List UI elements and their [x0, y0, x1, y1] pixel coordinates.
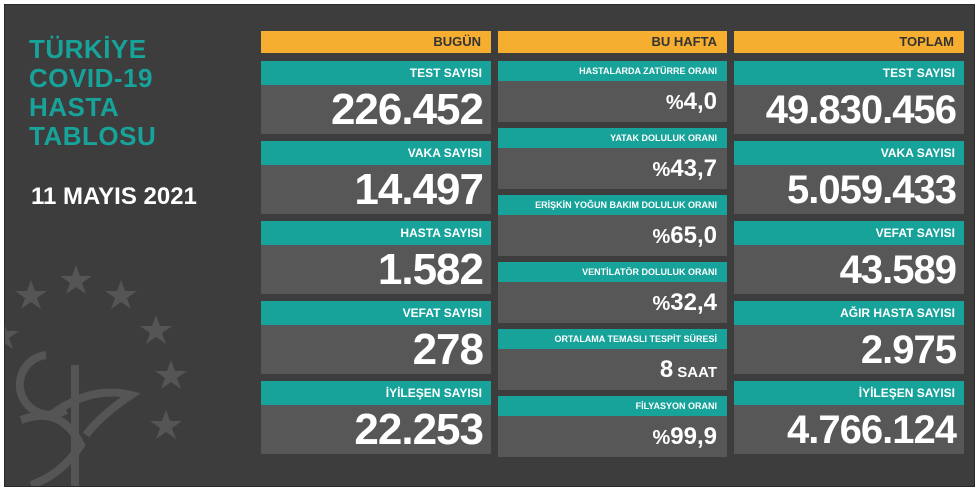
today-card-patients: HASTA SAYISI 1.582: [261, 221, 491, 294]
value-number: 43,7: [670, 155, 717, 182]
card-label: VAKA SAYISI: [261, 141, 491, 165]
card-label: AĞIR HASTA SAYISI: [734, 301, 964, 325]
card-value: %32,4: [498, 282, 727, 323]
card-value: 1.582: [261, 245, 491, 294]
week-header: BU HAFTA: [498, 31, 727, 53]
value-unit: SAAT: [677, 364, 717, 381]
today-header: BUGÜN: [261, 31, 491, 53]
week-card-bed-occupancy: YATAK DOLULUK ORANI %43,7: [498, 128, 727, 189]
total-card-test: TEST SAYISI 49.830.456: [734, 61, 964, 134]
total-card-deaths: VEFAT SAYISI 43.589: [734, 221, 964, 294]
percent-sign: %: [652, 293, 671, 315]
week-card-filiation: FİLYASYON ORANI %99,9: [498, 396, 727, 457]
card-label: HASTA SAYISI: [261, 221, 491, 245]
card-value: 278: [261, 325, 491, 374]
total-card-recovered: İYİLEŞEN SAYISI 4.766.124: [734, 381, 964, 454]
percent-sign: %: [665, 92, 684, 114]
percent-sign: %: [652, 226, 671, 248]
week-card-icu-occupancy: ERİŞKİN YOĞUN BAKIM DOLULUK ORANI %65,0: [498, 195, 727, 256]
card-value: 4.766.124: [734, 405, 964, 454]
card-label: İYİLEŞEN SAYISI: [261, 381, 491, 405]
title-line: HASTA: [29, 92, 120, 122]
card-label: VENTİLATÖR DOLULUK ORANI: [498, 262, 727, 282]
card-value: %4,0: [498, 81, 727, 122]
card-label: YATAK DOLULUK ORANI: [498, 128, 727, 148]
card-label: TEST SAYISI: [261, 61, 491, 85]
total-card-severe: AĞIR HASTA SAYISI 2.975: [734, 301, 964, 374]
report-date: 11 MAYIS 2021: [31, 183, 197, 210]
card-value: 14.497: [261, 165, 491, 214]
value-number: 65,0: [670, 222, 717, 249]
card-label: VEFAT SAYISI: [734, 221, 964, 245]
total-column: TOPLAM TEST SAYISI 49.830.456 VAKA SAYIS…: [734, 31, 964, 454]
value-number: 8: [659, 356, 674, 383]
card-value: 226.452: [261, 85, 491, 134]
card-value: %65,0: [498, 215, 727, 256]
today-column: BUGÜN TEST SAYISI 226.452 VAKA SAYISI 14…: [261, 31, 491, 454]
card-value: %43,7: [498, 148, 727, 189]
week-card-pneumonia: HASTALARDA ZATÜRRE ORANI %4,0: [498, 61, 727, 122]
card-value: 2.975: [734, 325, 964, 374]
card-label: HASTALARDA ZATÜRRE ORANI: [498, 61, 727, 81]
value-number: 4,0: [683, 88, 717, 115]
today-card-deaths: VEFAT SAYISI 278: [261, 301, 491, 374]
card-label: TEST SAYISI: [734, 61, 964, 85]
card-value: 49.830.456: [734, 85, 964, 134]
percent-sign: %: [652, 427, 671, 449]
covid-dashboard: TÜRKİYE COVID-19 HASTA TABLOSU 11 MAYIS …: [4, 4, 975, 487]
week-card-contact-time: ORTALAMA TEMASLI TESPİT SÜRESİ 8 SAAT: [498, 329, 727, 390]
week-column: BU HAFTA HASTALARDA ZATÜRRE ORANI %4,0 Y…: [498, 31, 727, 457]
title-line: TÜRKİYE: [29, 34, 147, 64]
card-label: ERİŞKİN YOĞUN BAKIM DOLULUK ORANI: [498, 195, 727, 215]
title-line: COVID-19: [29, 63, 153, 93]
percent-sign: %: [652, 159, 671, 181]
today-card-cases: VAKA SAYISI 14.497: [261, 141, 491, 214]
card-value: 22.253: [261, 405, 491, 454]
card-value: 43.589: [734, 245, 964, 294]
title-line: TABLOSU: [29, 121, 157, 151]
card-label: İYİLEŞEN SAYISI: [734, 381, 964, 405]
card-label: VEFAT SAYISI: [261, 301, 491, 325]
dashboard-title: TÜRKİYE COVID-19 HASTA TABLOSU: [29, 35, 156, 151]
today-card-recovered: İYİLEŞEN SAYISI 22.253: [261, 381, 491, 454]
value-number: 99,9: [670, 423, 717, 450]
card-value: 5.059.433: [734, 165, 964, 214]
week-card-ventilator: VENTİLATÖR DOLULUK ORANI %32,4: [498, 262, 727, 323]
value-number: 32,4: [670, 289, 717, 316]
ministry-emblem-icon: [5, 265, 187, 486]
card-label: VAKA SAYISI: [734, 141, 964, 165]
card-value: 8 SAAT: [498, 349, 727, 390]
card-label: ORTALAMA TEMASLI TESPİT SÜRESİ: [498, 329, 727, 349]
total-header: TOPLAM: [734, 31, 964, 53]
today-card-test: TEST SAYISI 226.452: [261, 61, 491, 134]
card-value: %99,9: [498, 416, 727, 457]
total-card-cases: VAKA SAYISI 5.059.433: [734, 141, 964, 214]
card-label: FİLYASYON ORANI: [498, 396, 727, 416]
